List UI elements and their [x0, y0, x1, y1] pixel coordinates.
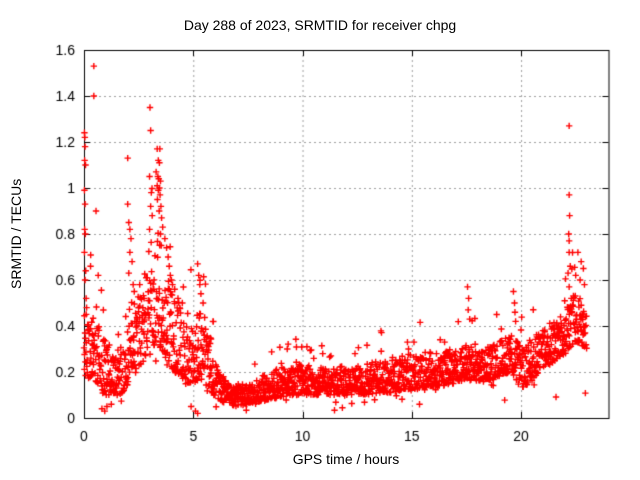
x-axis-label: GPS time / hours	[292, 451, 400, 467]
y-axis-label: SRMTID / TECUs	[8, 178, 24, 290]
chart-title: Day 288 of 2023, SRMTID for receiver chp…	[183, 17, 457, 33]
